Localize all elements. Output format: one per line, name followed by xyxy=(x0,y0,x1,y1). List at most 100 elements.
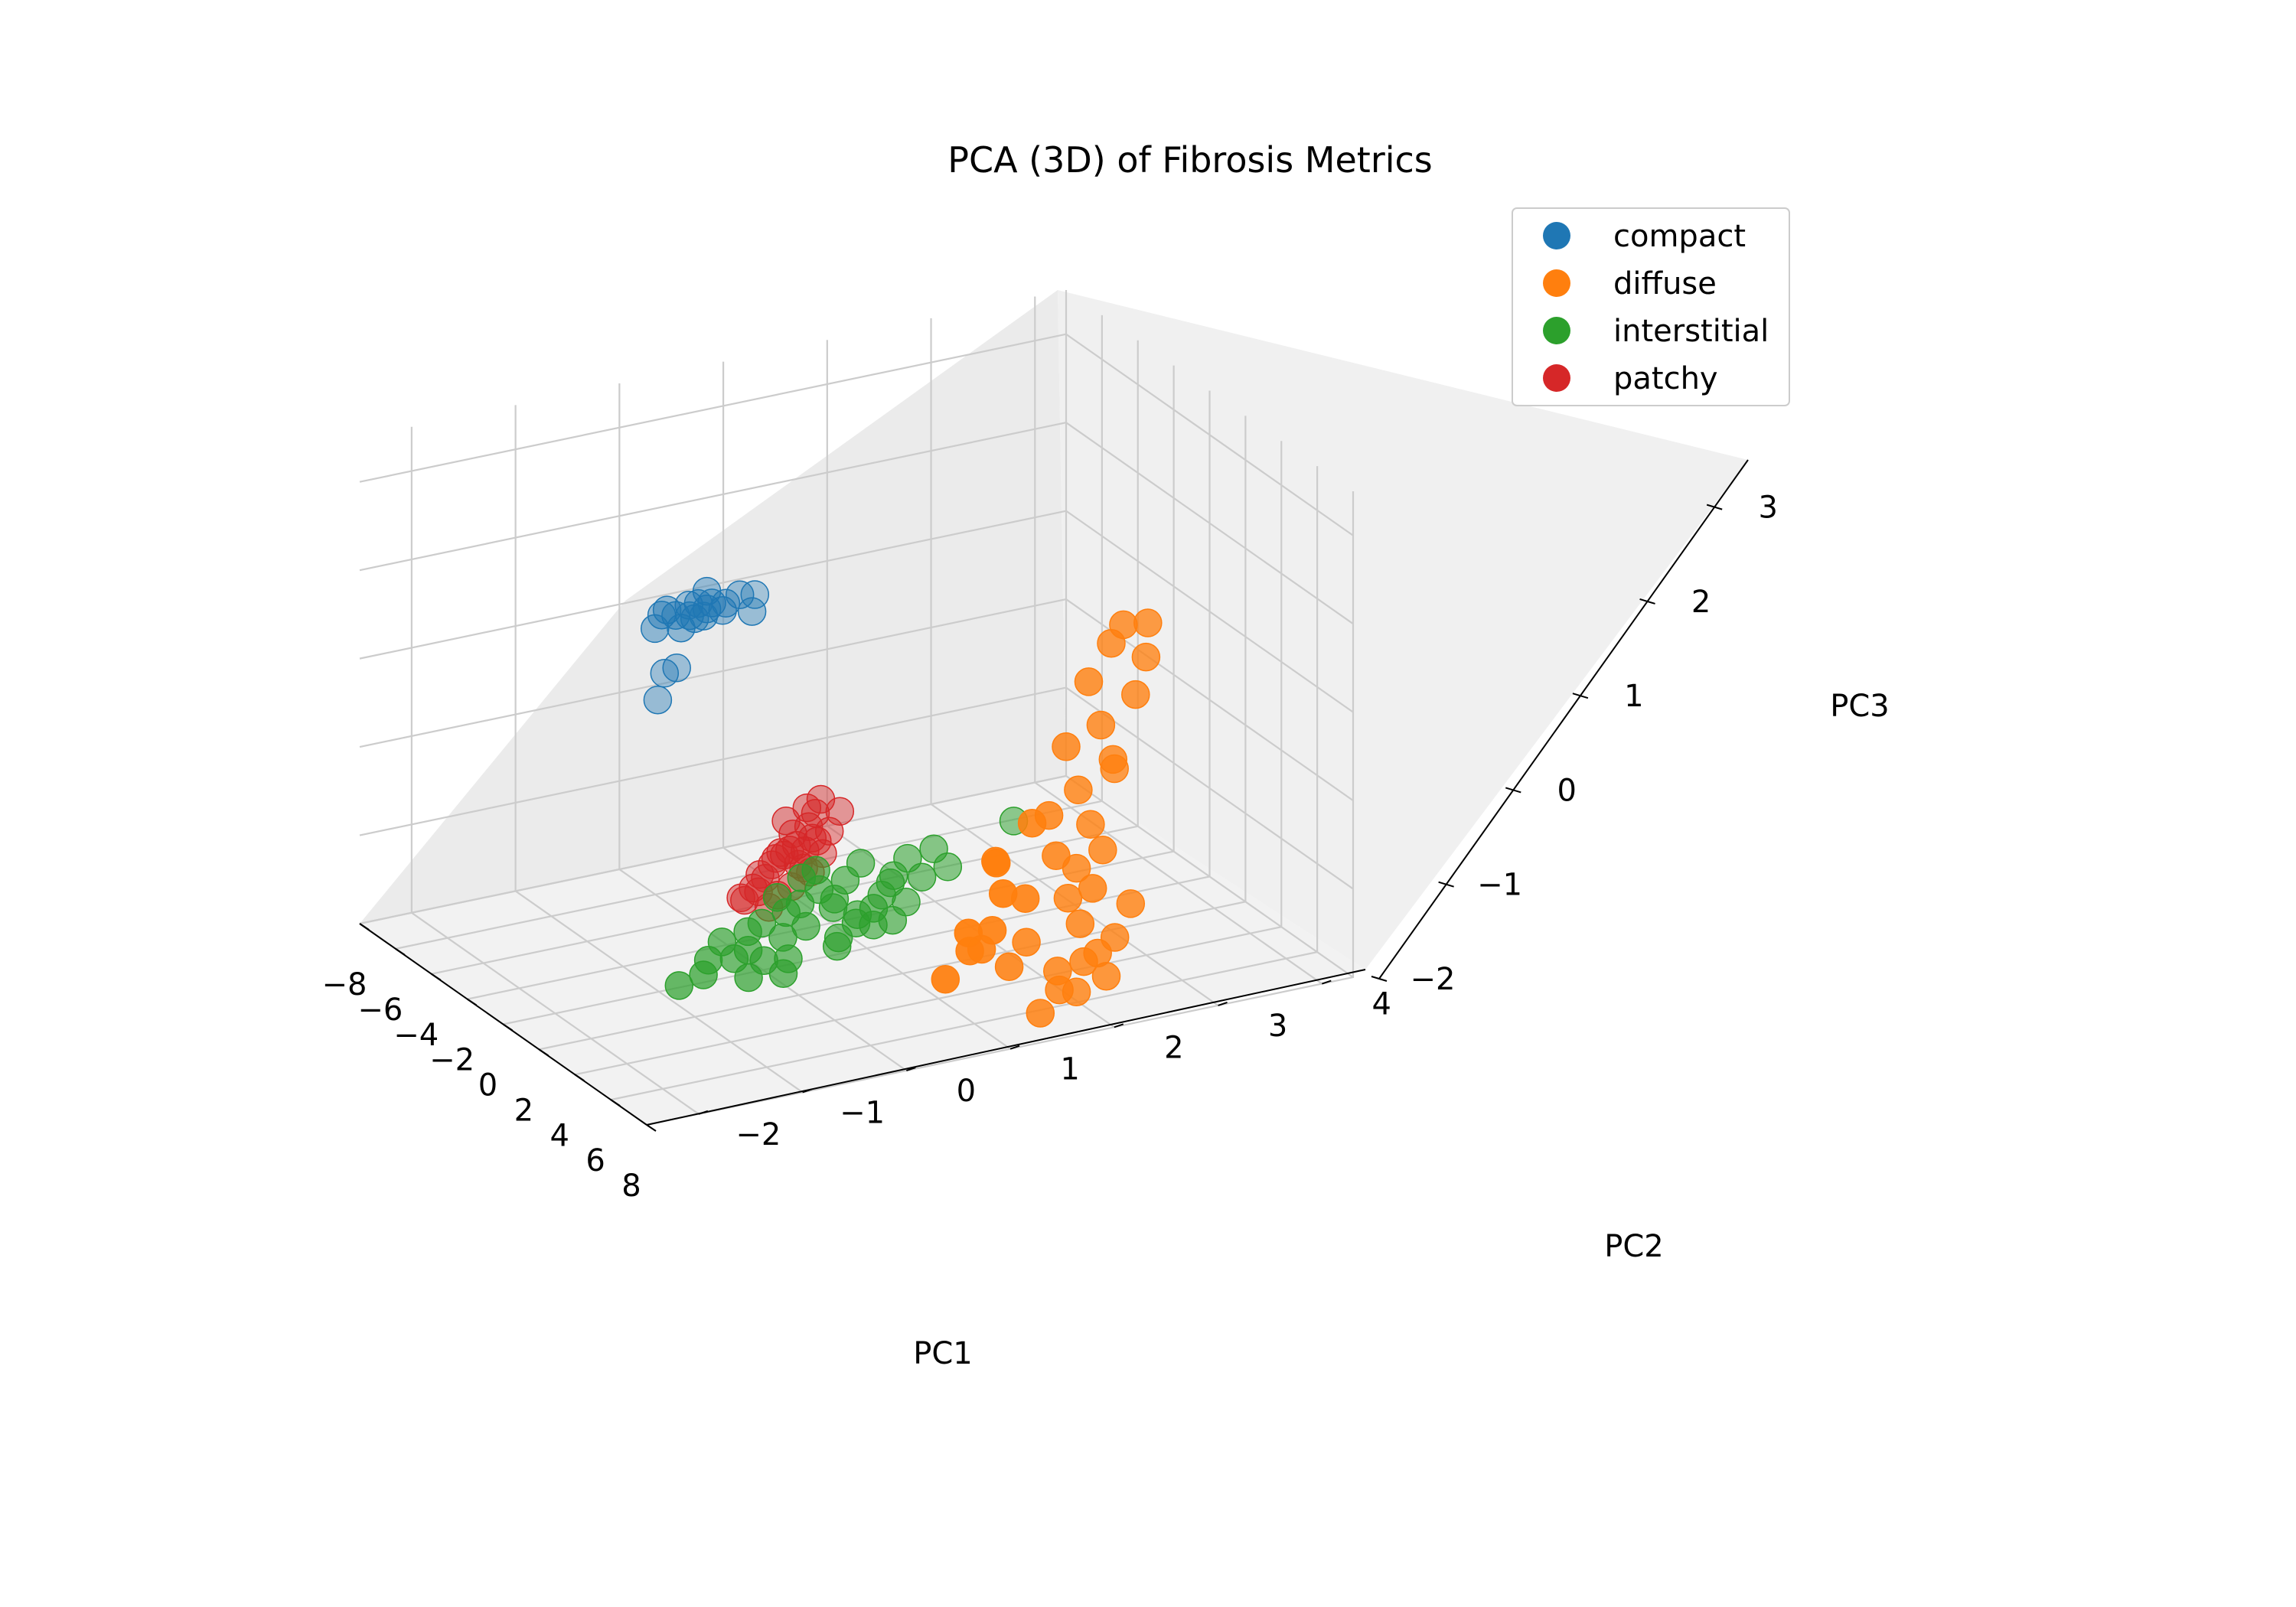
x-tick-label: −8 xyxy=(322,967,367,1002)
back-wall-pane xyxy=(1058,290,1748,970)
x-tick-label: 4 xyxy=(550,1118,569,1153)
z-tick xyxy=(1572,693,1589,699)
point-interstitial xyxy=(664,971,694,1000)
z-tick-label: 3 xyxy=(1758,491,1777,526)
z-gridline xyxy=(359,598,1354,801)
point-interstitial xyxy=(907,862,937,892)
point-interstitial xyxy=(818,893,848,922)
point-diffuse xyxy=(1131,642,1161,672)
z-tick-label: 1 xyxy=(1624,679,1643,714)
x-tick xyxy=(359,923,370,931)
point-diffuse xyxy=(1086,710,1116,740)
y-tick xyxy=(1321,980,1332,985)
y-tick-label: −1 xyxy=(840,1095,885,1130)
z-tick-label: −2 xyxy=(1411,962,1456,997)
point-compact xyxy=(643,685,673,715)
point-compact xyxy=(737,597,767,626)
z-gridline xyxy=(359,333,1354,536)
x-tick-label: 0 xyxy=(478,1068,497,1103)
point-interstitial xyxy=(747,908,777,938)
point-diffuse xyxy=(1042,841,1071,871)
point-diffuse xyxy=(1133,608,1163,637)
y-axis-label: PC2 xyxy=(1604,1229,1664,1264)
point-interstitial xyxy=(689,960,718,989)
legend-label-diffuse: diffuse xyxy=(1613,266,1717,302)
legend-frame xyxy=(1512,207,1790,406)
point-interstitial xyxy=(791,911,820,941)
point-interstitial xyxy=(822,931,852,961)
x-tick xyxy=(610,1099,621,1107)
legend-marker-interstitial xyxy=(1543,317,1570,344)
x-tick xyxy=(574,1074,585,1082)
point-patchy xyxy=(797,823,827,852)
y-tick-label: 0 xyxy=(957,1074,976,1109)
point-diffuse xyxy=(1076,810,1105,839)
point-diffuse xyxy=(1045,975,1074,1005)
x-tick-label: 6 xyxy=(585,1143,605,1178)
scatter-points xyxy=(640,576,1163,1028)
point-compact xyxy=(667,613,696,643)
z-gridline xyxy=(359,422,1354,625)
point-diffuse xyxy=(1097,628,1126,658)
point-diffuse xyxy=(1116,889,1146,918)
point-diffuse xyxy=(1017,808,1047,838)
z-tick xyxy=(1371,976,1388,982)
point-diffuse xyxy=(1012,927,1041,957)
point-diffuse xyxy=(982,849,1011,878)
x-tick-label: −2 xyxy=(429,1043,475,1078)
x-tick-label: 8 xyxy=(621,1169,641,1204)
y-tick-label: −2 xyxy=(735,1117,781,1152)
x-tick xyxy=(431,973,442,981)
point-compact xyxy=(650,659,680,688)
x-tick xyxy=(538,1048,549,1057)
point-diffuse xyxy=(1053,883,1083,913)
point-compact xyxy=(689,601,719,631)
x-tick-label: −4 xyxy=(393,1018,439,1053)
z-gridline xyxy=(359,510,1354,713)
y-tick-label: 2 xyxy=(1164,1030,1183,1065)
z-gridline xyxy=(359,686,1354,890)
y-tick xyxy=(1218,1001,1228,1006)
point-diffuse xyxy=(1121,680,1150,709)
y-tick xyxy=(698,1110,709,1115)
legend-label-patchy: patchy xyxy=(1613,361,1718,396)
point-diffuse xyxy=(1098,745,1128,774)
chart-title: PCA (3D) of Fibrosis Metrics xyxy=(947,139,1433,181)
y-tick-label: 4 xyxy=(1372,987,1391,1022)
legend: compact diffuse interstitial patchy xyxy=(1512,207,1790,406)
legend-marker-diffuse xyxy=(1543,269,1570,297)
x-tick-label: −6 xyxy=(357,993,403,1028)
x-axis-label: PC1 xyxy=(913,1336,973,1371)
z-axis-label: PC3 xyxy=(1830,689,1890,724)
point-diffuse xyxy=(1065,909,1095,938)
y-axis-line xyxy=(646,969,1366,1126)
legend-marker-patchy xyxy=(1543,364,1570,392)
point-diffuse xyxy=(988,879,1018,908)
z-tick xyxy=(1505,787,1521,794)
point-compact xyxy=(692,594,722,624)
point-diffuse xyxy=(994,952,1024,982)
point-patchy xyxy=(771,807,801,836)
y-tick-label: 1 xyxy=(1060,1052,1079,1087)
point-diffuse xyxy=(1064,775,1093,805)
x-tick xyxy=(646,1124,657,1132)
point-interstitial xyxy=(933,852,963,882)
y-tick-label: 3 xyxy=(1268,1009,1287,1044)
point-interstitial xyxy=(859,894,889,923)
point-diffuse xyxy=(1052,732,1081,761)
z-tick xyxy=(1438,881,1454,888)
legend-label-interstitial: interstitial xyxy=(1613,314,1769,349)
point-interstitial xyxy=(801,856,830,885)
point-diffuse xyxy=(954,918,983,947)
point-patchy xyxy=(794,812,823,842)
y-tick xyxy=(906,1067,916,1071)
x-tick xyxy=(467,998,478,1006)
point-interstitial xyxy=(830,865,860,895)
legend-label-compact: compact xyxy=(1613,219,1746,254)
point-diffuse xyxy=(1026,999,1055,1028)
z-tick-label: 2 xyxy=(1691,585,1711,620)
z-tick xyxy=(1639,598,1655,605)
y-tick xyxy=(1009,1045,1020,1050)
point-patchy xyxy=(806,784,836,814)
